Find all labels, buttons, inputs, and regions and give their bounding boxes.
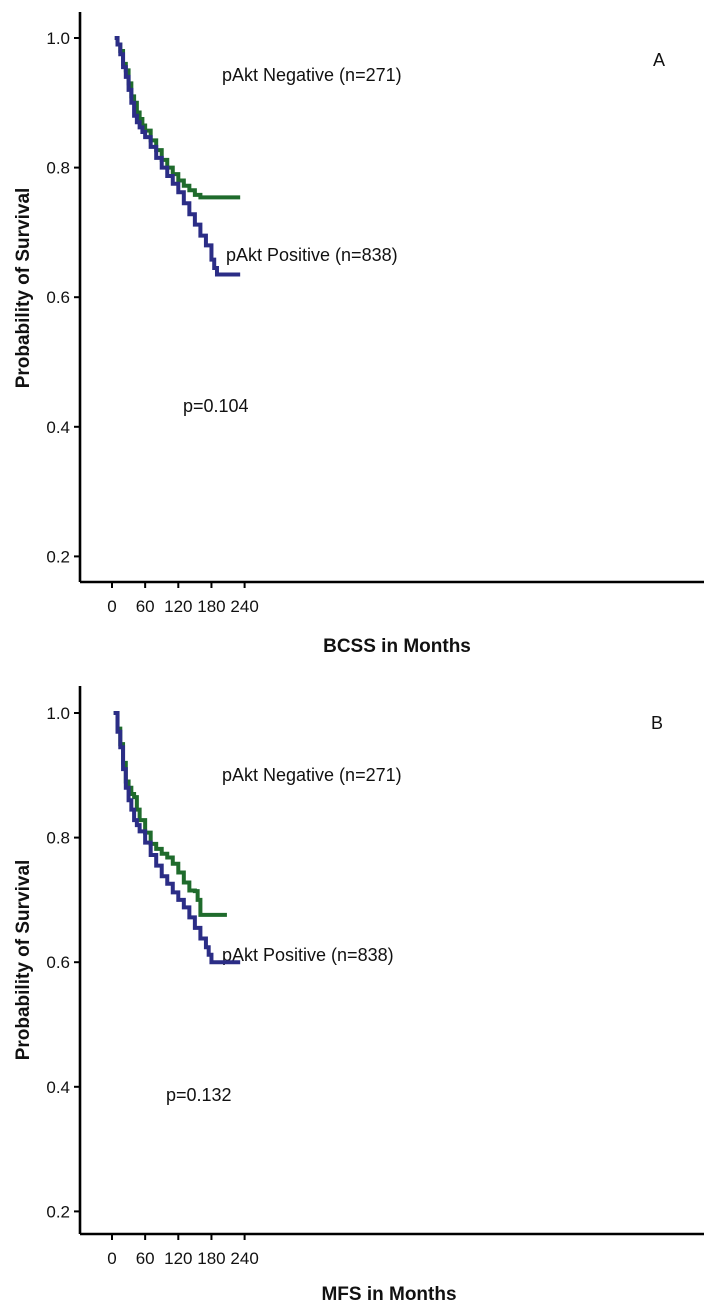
panel-b-series-positive-line <box>113 711 241 965</box>
panel-a-legend-positive: pAkt Positive (n=838) <box>226 245 398 265</box>
panel-b-p-value: p=0.132 <box>166 1085 232 1105</box>
panel-b-y-tick-label: 1.0 <box>46 704 70 723</box>
panel-b-y-tick-label: 0.4 <box>46 1078 70 1097</box>
panel-a-x-tick-label: 60 <box>136 597 155 616</box>
panel-a-y-tick-label: 0.4 <box>46 418 70 437</box>
panel-b-label: B <box>651 713 663 733</box>
panel-b-y-tick-label: 0.2 <box>46 1202 70 1221</box>
panel-b-x-axis-label: MFS in Months <box>321 1284 456 1305</box>
panel-b-y-tick-label: 0.6 <box>46 953 70 972</box>
panel-b-x-tick-label: 240 <box>230 1249 258 1268</box>
panel-a-y-tick-label: 1.0 <box>46 29 70 48</box>
panel-a-p-value: p=0.104 <box>183 396 249 416</box>
panel-a-series-positive-line <box>114 36 241 277</box>
panel-a-legend-negative: pAkt Negative (n=271) <box>222 65 402 85</box>
panel-a-x-tick-label: 240 <box>230 597 258 616</box>
panel-a-x-tick-label: 0 <box>107 597 116 616</box>
panel-a-y-tick-label: 0.6 <box>46 288 70 307</box>
panel-a-y-tick-label: 0.8 <box>46 159 70 178</box>
panel-b-y-tick-label: 0.8 <box>46 829 70 848</box>
panel-a-y-axis-label: Probability of Survival <box>13 188 34 389</box>
panel-b-x-tick-label: 120 <box>164 1249 192 1268</box>
panel-a-label: A <box>653 50 665 70</box>
panel-b-x-tick-label: 180 <box>197 1249 225 1268</box>
panel-a-x-tick-label: 180 <box>197 597 225 616</box>
panel-a-x-tick-label: 120 <box>164 597 192 616</box>
panel-a-x-axis-label: BCSS in Months <box>323 636 471 657</box>
panel-b-y-axis-label: Probability of Survival <box>13 860 34 1061</box>
panel-a-y-tick-label: 0.2 <box>46 547 70 566</box>
panel-b-x-tick-label: 0 <box>107 1249 116 1268</box>
panel-a: A pAkt Negative (n=271) pAkt Positive (n… <box>13 12 704 657</box>
panel-b: B pAkt Negative (n=271) pAkt Positive (n… <box>13 686 704 1305</box>
panel-b-legend-negative: pAkt Negative (n=271) <box>222 765 402 785</box>
panel-b-legend-positive: pAkt Positive (n=838) <box>222 945 394 965</box>
panel-b-x-tick-label: 60 <box>136 1249 155 1268</box>
